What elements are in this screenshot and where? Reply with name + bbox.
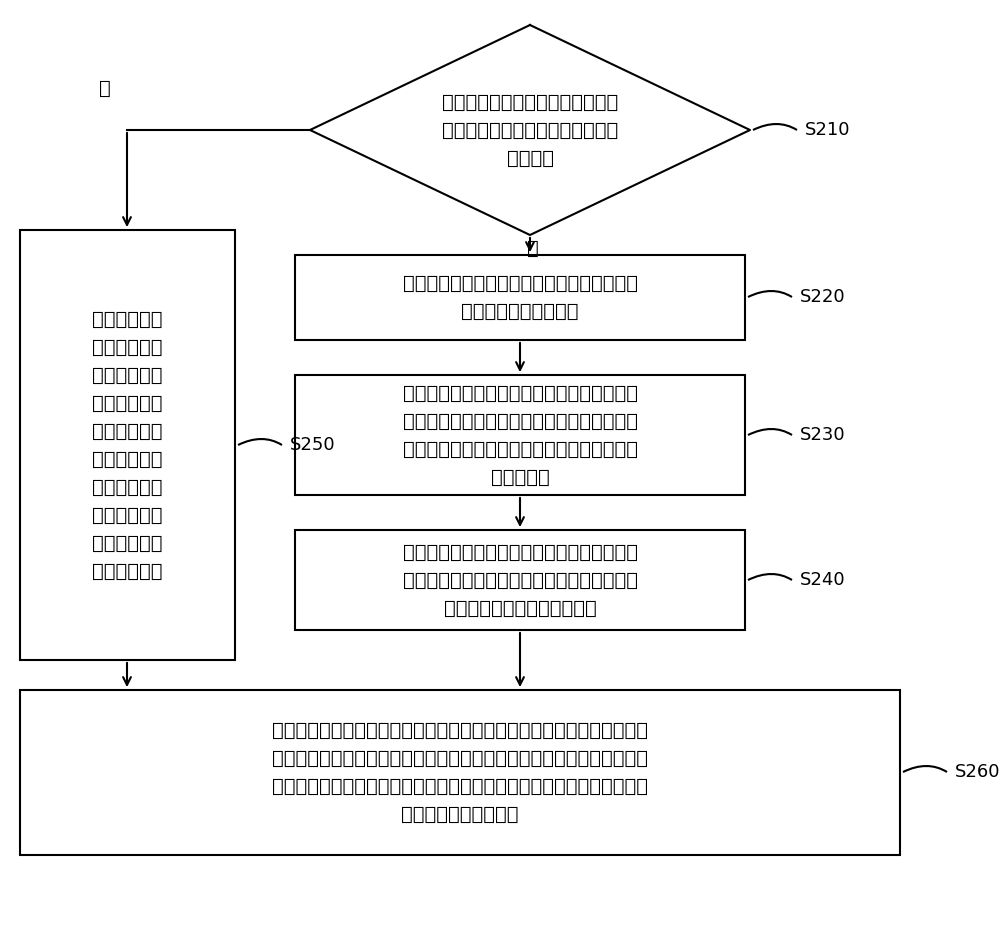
Bar (20, 230, 235, 660)
Text: 如果待读取数据的数据读取标识中存在任一存储表分片的分片标识，则从
该存储表分片在分布式系统内存在的可用存储节点中读取待读取数据；否
则，从待读取数据指向的原有存: 如果待读取数据的数据读取标识中存在任一存储表分片的分片标识，则从 该存储表分片在… (272, 721, 648, 824)
Bar (295, 255, 745, 340)
Bar (20, 690, 900, 855)
Text: S230: S230 (800, 426, 846, 444)
Text: S260: S260 (955, 763, 1000, 781)
Text: 否: 否 (527, 238, 539, 257)
Polygon shape (310, 25, 750, 235)
Text: 判断待存储数据指向的原有存储表
分片在分布式系统内是否存在可用
存储节点: 判断待存储数据指向的原有存储表 分片在分布式系统内是否存在可用 存储节点 (442, 92, 618, 168)
Text: 合并待存储数据的数据原标识和目标存储表分
片的分片标识，得到待存储数据的数据读取标
识，以利用数据读取标识从分布式系统内读取
待存储数据: 合并待存储数据的数据原标识和目标存储表分 片的分片标识，得到待存储数据的数据读取… (402, 383, 638, 487)
Bar (295, 530, 745, 630)
Text: S240: S240 (800, 571, 846, 589)
Text: S210: S210 (805, 121, 850, 139)
Text: 从存在可用存储节点的存活存储表分片中选取
对应的目标存储表分片: 从存在可用存储节点的存活存储表分片中选取 对应的目标存储表分片 (402, 274, 638, 321)
Text: S250: S250 (290, 436, 336, 454)
Text: S220: S220 (800, 288, 846, 306)
Text: 通过目标存储表分片在分布式系统内存在的可
用存储节点存储待存储数据，并向存储用户反
馈待存储数据的数据读取标识: 通过目标存储表分片在分布式系统内存在的可 用存储节点存储待存储数据，并向存储用户… (402, 543, 638, 618)
Bar (295, 375, 745, 495)
Text: 是: 是 (99, 79, 111, 98)
Text: 通过原有存储
表分片在分布
式系统内存在
的可用存储节
点存储待存储
节点，并将待
存储节点的数
据原标识作为
待存储节点的
数据读取标识: 通过原有存储 表分片在分布 式系统内存在 的可用存储节 点存储待存储 节点，并将… (92, 309, 163, 581)
